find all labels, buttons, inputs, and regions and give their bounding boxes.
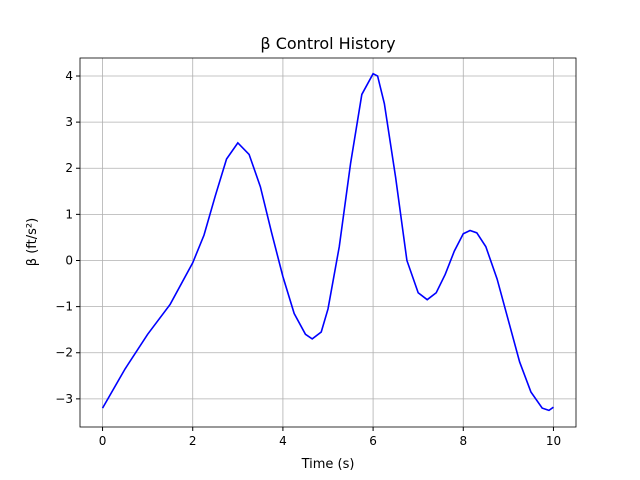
x-tick-label: 6	[369, 434, 377, 448]
y-tick-label: 1	[65, 207, 73, 221]
y-tick-label: 4	[65, 69, 73, 83]
x-tick-label: 0	[99, 434, 107, 448]
x-tick-label: 4	[279, 434, 287, 448]
chart-title: β Control History	[260, 34, 395, 53]
y-axis-label: β (ft/s²)	[25, 218, 40, 266]
x-tick-label: 8	[459, 434, 467, 448]
x-tick-label: 2	[189, 434, 197, 448]
x-tick-label: 10	[546, 434, 561, 448]
y-tick-label: −1	[55, 300, 73, 314]
line	[101, 72, 554, 412]
y-tick-label: 2	[65, 161, 73, 175]
x-axis-label: Time (s)	[301, 457, 355, 472]
y-tick-label: 3	[65, 115, 73, 129]
y-tick-label: −2	[55, 346, 73, 360]
y-tick-label: 0	[65, 253, 73, 267]
y-tick-label: −3	[55, 392, 73, 406]
plot-frame	[79, 57, 577, 428]
